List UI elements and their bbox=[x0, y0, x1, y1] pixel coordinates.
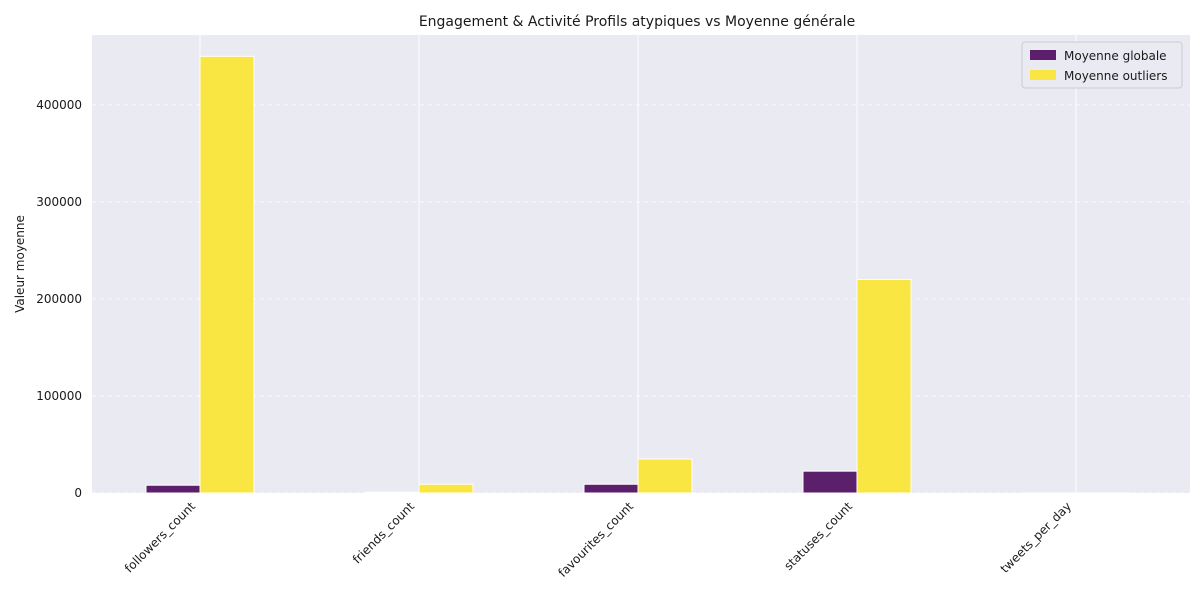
y-tick-label: 200000 bbox=[36, 292, 82, 306]
legend-swatch bbox=[1030, 50, 1056, 60]
x-tick-label: statuses_count bbox=[781, 499, 855, 573]
bar-outliers-followers_count bbox=[199, 55, 255, 494]
y-axis-label: Valeur moyenne bbox=[13, 215, 27, 313]
bar-outliers-friends_count bbox=[418, 483, 474, 494]
bar-global-favourites_count bbox=[583, 483, 639, 494]
legend: Moyenne globale Moyenne outliers bbox=[1021, 41, 1183, 89]
x-ticks: followers_count friends_count favourites_c… bbox=[122, 499, 1074, 580]
plot-area bbox=[92, 35, 1190, 493]
y-tick-label: 100000 bbox=[36, 389, 82, 403]
bars-layer bbox=[145, 55, 1131, 494]
y-tick-label: 400000 bbox=[36, 98, 82, 112]
y-tick-label: 300000 bbox=[36, 195, 82, 209]
x-tick-label: friends_count bbox=[350, 499, 418, 567]
bar-outliers-favourites_count bbox=[637, 458, 693, 494]
y-ticks: 0 100000 200000 300000 400000 bbox=[36, 98, 82, 500]
legend-entry: Moyenne outliers bbox=[1064, 69, 1167, 83]
legend-frame bbox=[1021, 41, 1183, 89]
bar-global-followers_count bbox=[145, 484, 201, 494]
bar-global-tweets_per_day bbox=[1021, 492, 1077, 494]
x-tick-label: favourites_count bbox=[555, 499, 636, 580]
bar-outliers-statuses_count bbox=[856, 279, 912, 494]
bar-outliers-tweets_per_day bbox=[1075, 492, 1131, 494]
chart-title: Engagement & Activité Profils atypiques … bbox=[419, 14, 855, 30]
bar-global-friends_count bbox=[364, 491, 420, 494]
legend-swatch bbox=[1030, 70, 1056, 80]
x-tick-label: tweets_per_day bbox=[998, 499, 1075, 576]
legend-entry: Moyenne globale bbox=[1064, 49, 1167, 63]
x-tick-label: followers_count bbox=[122, 499, 198, 575]
bar-global-statuses_count bbox=[802, 470, 858, 494]
y-tick-label: 0 bbox=[74, 486, 82, 500]
